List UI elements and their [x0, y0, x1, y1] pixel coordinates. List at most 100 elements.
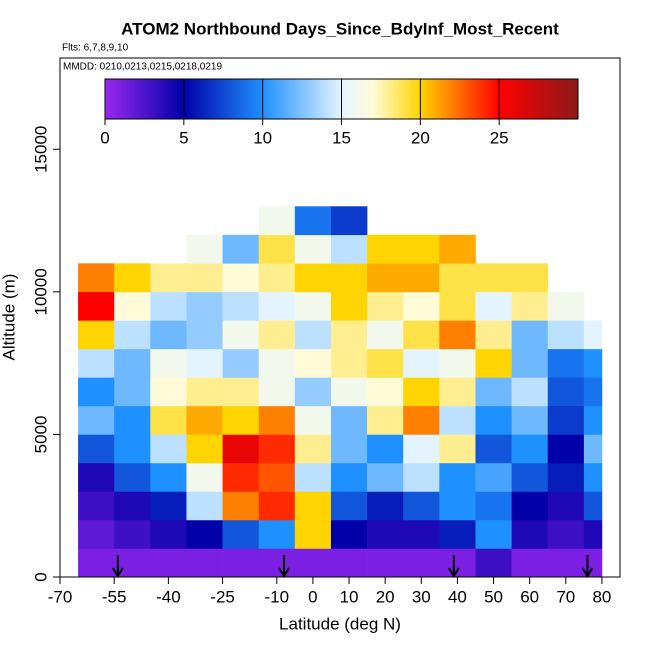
heat-cell [583, 320, 603, 350]
heat-cell [439, 234, 476, 264]
heat-cell [367, 291, 404, 321]
x-tick-label: 20 [376, 587, 395, 606]
heat-cell [511, 348, 549, 378]
heat-cell [439, 434, 476, 464]
heat-cell [114, 320, 151, 350]
heat-cell [78, 291, 115, 321]
heat-cell [330, 206, 368, 236]
heat-cell [403, 320, 440, 350]
heat-cell [222, 291, 260, 321]
flight-arrowhead [278, 567, 290, 578]
heat-cell [547, 548, 585, 578]
heat-cell [367, 434, 404, 464]
x-tick-label: 30 [412, 587, 431, 606]
heat-cell [258, 434, 296, 464]
heat-cell [150, 405, 187, 435]
heat-cell [475, 263, 512, 293]
heat-cell [294, 434, 332, 464]
heat-cell [222, 234, 260, 264]
heat-cell [186, 405, 223, 435]
heat-cell [439, 348, 476, 378]
heat-cell [330, 320, 368, 350]
heat-cell [258, 548, 296, 578]
heat-cell [294, 234, 332, 264]
heat-cell [511, 320, 549, 350]
colorbar-tick-label: 20 [411, 128, 430, 147]
heat-cell [186, 234, 223, 264]
heat-cell [150, 377, 187, 407]
heat-cell [475, 320, 512, 350]
heat-cell [114, 462, 151, 492]
flight-arrowhead [447, 567, 460, 578]
heat-cell [186, 291, 223, 321]
heat-cell [186, 377, 223, 407]
heat-cell [367, 263, 404, 293]
heat-cell [258, 462, 296, 492]
heat-cell [294, 206, 332, 236]
heat-cell [330, 548, 368, 578]
heat-cell [330, 434, 368, 464]
heat-cell [511, 548, 549, 578]
heat-cell [439, 548, 476, 578]
heat-cell [330, 348, 368, 378]
heat-cell [583, 462, 603, 492]
heat-cell [547, 519, 585, 549]
x-tick-label: 70 [556, 587, 575, 606]
x-tick-label: 80 [592, 587, 611, 606]
heat-cell [511, 491, 549, 521]
heat-cell [475, 291, 512, 321]
heat-cell [439, 377, 476, 407]
heat-cell [367, 405, 404, 435]
heat-cell [403, 491, 440, 521]
heat-cell [475, 548, 512, 578]
heat-cell [222, 491, 260, 521]
heat-cell [294, 548, 332, 578]
heat-cell [150, 519, 187, 549]
heat-cell [403, 263, 440, 293]
chart-title: ATOM2 Northbound Days_Since_BdyInf_Most_… [121, 19, 559, 38]
colorbar-tick-label: 15 [332, 128, 351, 147]
heat-cell [330, 491, 368, 521]
heat-cell [222, 548, 260, 578]
heat-cell [439, 462, 476, 492]
heat-cell [583, 405, 603, 435]
heat-cell [403, 462, 440, 492]
heat-cell [150, 263, 187, 293]
heat-cell [258, 491, 296, 521]
heat-cell [222, 377, 260, 407]
heat-cell [475, 462, 512, 492]
heat-cell [547, 434, 585, 464]
heat-cell [439, 291, 476, 321]
colorbar-tick-label: 0 [100, 128, 109, 147]
x-tick-label: 50 [484, 587, 503, 606]
heat-cell [547, 405, 585, 435]
x-tick-label: -70 [48, 587, 73, 606]
heat-cell [294, 377, 332, 407]
heat-cell [258, 348, 296, 378]
heat-cell [294, 462, 332, 492]
x-axis-label: Latitude (deg N) [279, 614, 401, 633]
heat-cell [367, 320, 404, 350]
heat-cell [222, 263, 260, 293]
heat-cell [439, 405, 476, 435]
colorbar-tick-label: 5 [179, 128, 188, 147]
heat-cell [258, 519, 296, 549]
heat-cell [114, 434, 151, 464]
heat-cell [186, 348, 223, 378]
y-tick-label: 0 [31, 572, 50, 581]
heat-cell [403, 291, 440, 321]
heat-cell [367, 462, 404, 492]
x-tick-label: 0 [308, 587, 317, 606]
heat-cell [78, 348, 115, 378]
heat-cell [475, 377, 512, 407]
heat-cell [367, 491, 404, 521]
heat-cell [511, 263, 549, 293]
heat-cell [294, 405, 332, 435]
heat-cell [78, 377, 115, 407]
colorbar-tick-label: 10 [253, 128, 272, 147]
heat-cell [439, 519, 476, 549]
heat-cell [114, 405, 151, 435]
x-tick-label: -40 [156, 587, 181, 606]
heat-cell [186, 519, 223, 549]
heat-cell [439, 491, 476, 521]
